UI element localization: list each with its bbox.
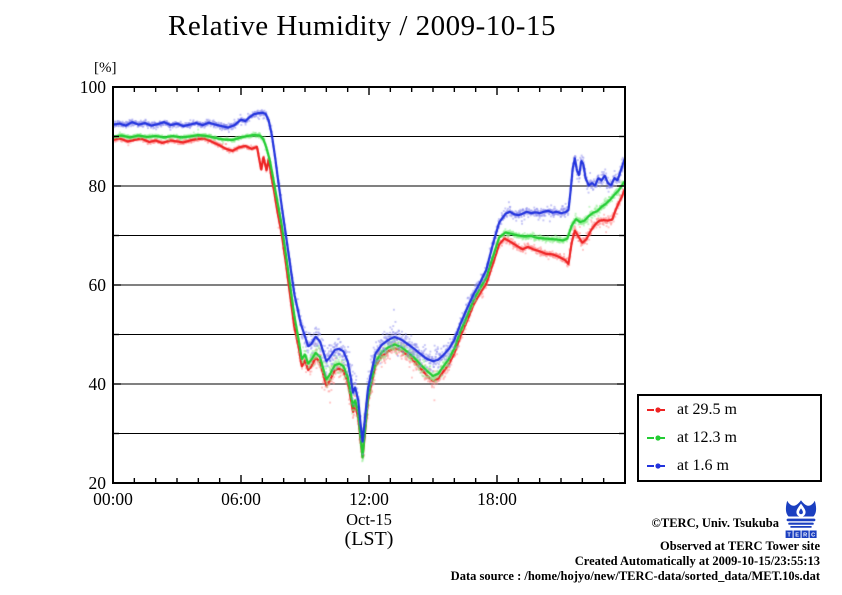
x-axis-date-label: Oct-15 [346,510,392,529]
observed-at-text: Observed at TERC Tower site [660,539,820,553]
legend-marker-line-dot-icon [647,463,669,469]
copyright-text: ©TERC, Univ. Tsukuba [651,516,779,530]
legend-item: at 12.3 m [639,429,820,447]
x-axis-timezone-label: (LST) [344,528,394,550]
y-tick-label: 60 [88,275,107,295]
y-tick-label: 80 [88,176,107,196]
y-tick-label: 100 [79,77,106,97]
legend-label: at 12.3 m [677,429,737,446]
created-at-text: Created Automatically at 2009-10-15/23:5… [574,554,820,568]
legend-label: at 1.6 m [677,457,729,474]
x-tick-label: 06:00 [221,489,261,509]
x-tick-label: 18:00 [477,489,517,509]
svg-text:R: R [803,532,807,538]
svg-text:E: E [795,532,799,538]
legend-item: at 1.6 m [639,457,820,475]
data-source-text: Data source : /home/hojyo/new/TERC-data/… [450,569,820,583]
svg-text:T: T [787,532,791,538]
legend-marker-line-dot-icon [647,435,669,441]
y-tick-label: 40 [88,374,107,394]
y-tick-label: 20 [88,473,107,493]
x-tick-label: 12:00 [349,489,389,509]
legend-item: at 29.5 m [639,401,820,419]
legend-box: at 29.5 m at 12.3 m at 1.6 m [637,394,822,482]
x-tick-label: 00:00 [93,489,133,509]
svg-text:C: C [811,532,815,538]
legend-marker-line-dot-icon [647,407,669,413]
legend-label: at 29.5 m [677,401,737,418]
